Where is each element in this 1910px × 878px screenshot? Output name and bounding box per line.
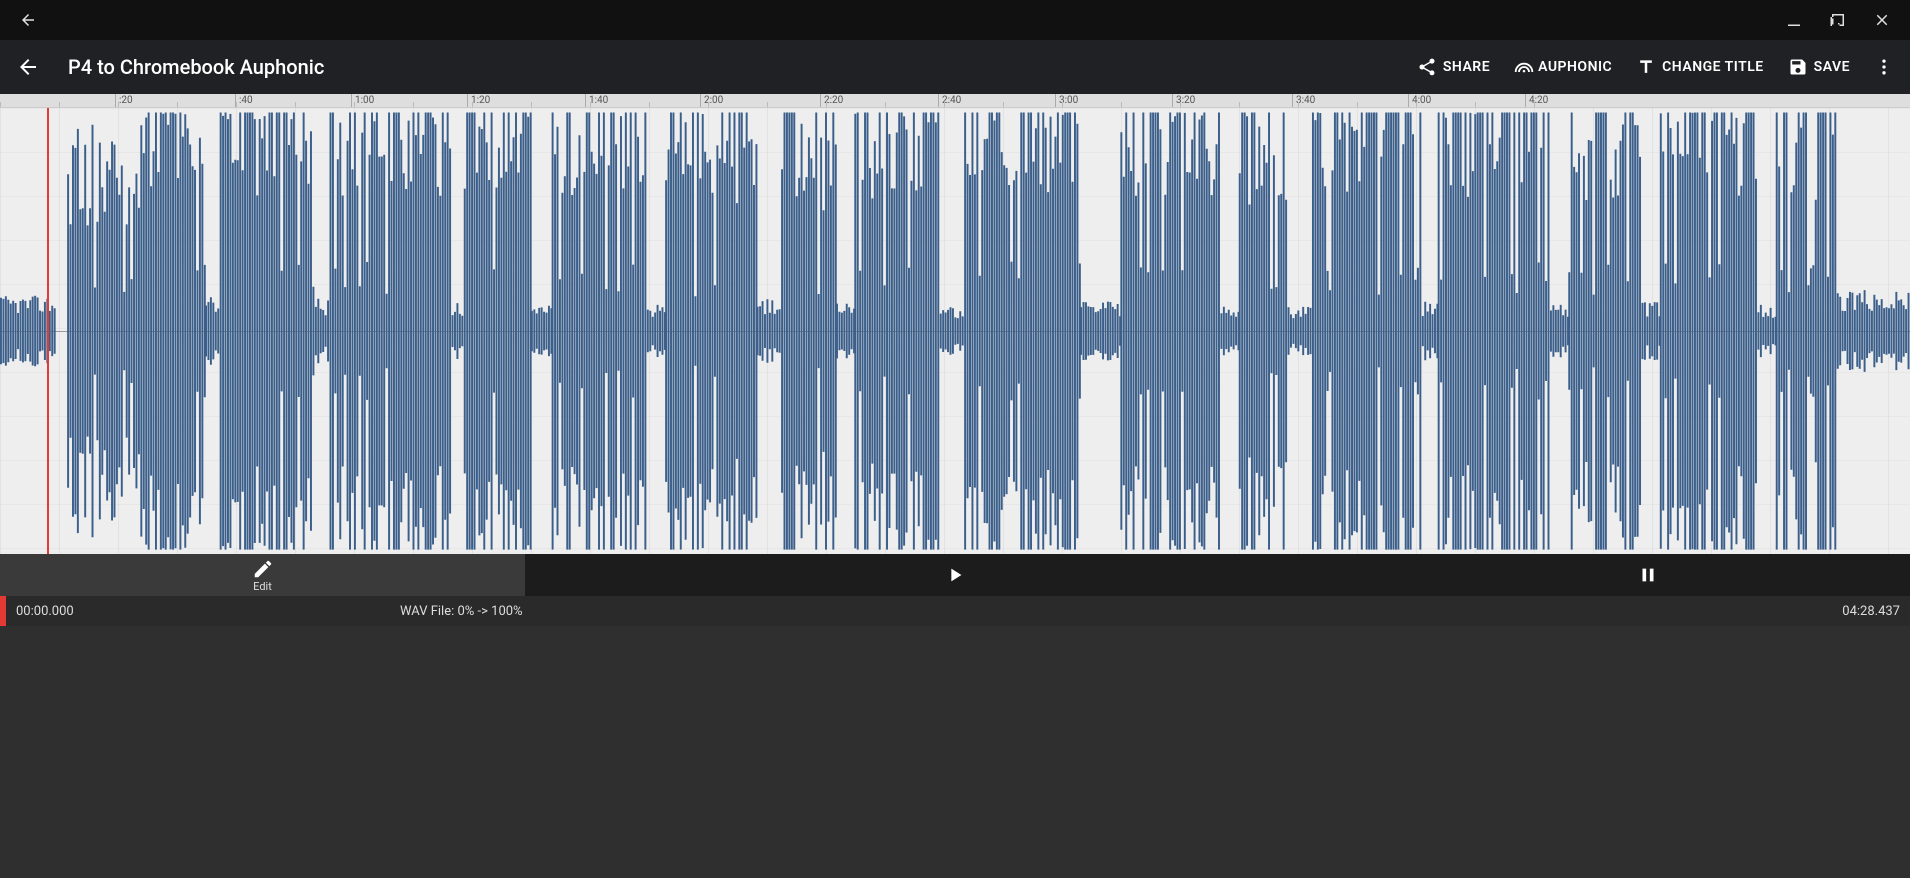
close-icon [1873, 11, 1891, 29]
bottom-area [0, 626, 1910, 878]
app-header: P4 to Chromebook Auphonic SHARE AUPHONIC… [0, 40, 1910, 94]
playhead[interactable] [47, 108, 49, 554]
change-title-button[interactable]: CHANGE TITLE [1636, 57, 1764, 77]
window-back-button[interactable] [16, 8, 40, 32]
title-icon [1636, 57, 1656, 77]
waveform-area[interactable] [0, 108, 1910, 554]
minimize-icon [1785, 11, 1803, 29]
maximize-icon [1829, 11, 1847, 29]
ruler-tick: 4:00 [1408, 94, 1431, 108]
auphonic-button[interactable]: AUPHONIC [1514, 57, 1612, 77]
file-info: WAV File: 0% -> 100% [400, 604, 523, 619]
edit-button[interactable]: Edit [0, 554, 525, 596]
pause-icon [1637, 564, 1659, 586]
auphonic-icon [1514, 57, 1534, 77]
pencil-icon [252, 558, 274, 580]
share-icon [1417, 57, 1437, 77]
ruler-tick: 2:00 [700, 94, 723, 108]
auphonic-label: AUPHONIC [1538, 59, 1612, 75]
more-button[interactable] [1874, 57, 1894, 77]
arrow-back-icon [19, 11, 37, 29]
ruler-tick: 1:20 [467, 94, 490, 108]
ruler-tick: 3:00 [1055, 94, 1078, 108]
status-bar: 00:00.000 WAV File: 0% -> 100% 04:28.437 [0, 596, 1910, 626]
ruler-tick: 3:20 [1172, 94, 1195, 108]
play-icon [944, 564, 966, 586]
change-title-label: CHANGE TITLE [1662, 59, 1764, 75]
total-time: 04:28.437 [1842, 604, 1900, 619]
window-minimize-button[interactable] [1782, 8, 1806, 32]
save-icon [1788, 57, 1808, 77]
pause-button[interactable] [1385, 554, 1910, 596]
window-titlebar [0, 0, 1910, 40]
edit-label: Edit [253, 580, 272, 593]
ruler-tick: 2:20 [820, 94, 843, 108]
share-label: SHARE [1443, 59, 1490, 75]
waveform-svg [0, 108, 1910, 554]
arrow-back-icon [16, 55, 40, 79]
ruler-tick: 2:40 [938, 94, 961, 108]
control-bar: Edit [0, 554, 1910, 596]
window-close-button[interactable] [1870, 8, 1894, 32]
share-button[interactable]: SHARE [1417, 57, 1490, 77]
ruler-tick: 1:40 [585, 94, 608, 108]
ruler-tick: :40 [235, 94, 253, 108]
save-label: SAVE [1814, 59, 1850, 75]
window-maximize-button[interactable] [1826, 8, 1850, 32]
page-title: P4 to Chromebook Auphonic [68, 55, 324, 79]
status-marker [0, 596, 6, 626]
more-vert-icon [1874, 57, 1894, 77]
save-button[interactable]: SAVE [1788, 57, 1850, 77]
play-button[interactable] [525, 554, 1385, 596]
ruler-tick: 4:20 [1525, 94, 1548, 108]
ruler-tick: 3:40 [1292, 94, 1315, 108]
current-time: 00:00.000 [16, 604, 74, 619]
timeline-ruler[interactable]: :20:401:001:201:402:002:202:403:003:203:… [0, 94, 1910, 108]
app-back-button[interactable] [16, 55, 40, 79]
